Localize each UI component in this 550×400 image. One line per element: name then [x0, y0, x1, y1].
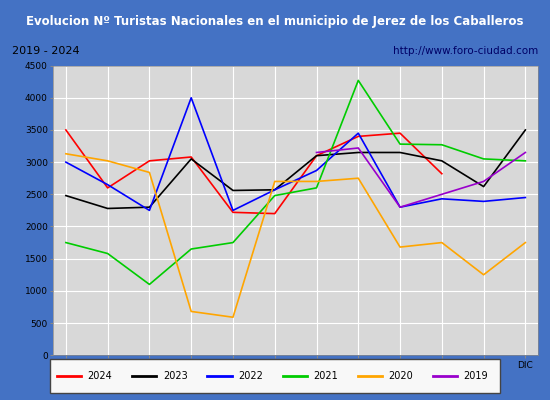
- Text: 2020: 2020: [388, 371, 413, 381]
- Text: Evolucion Nº Turistas Nacionales en el municipio de Jerez de los Caballeros: Evolucion Nº Turistas Nacionales en el m…: [26, 15, 524, 28]
- Text: 2019: 2019: [464, 371, 488, 381]
- Text: 2024: 2024: [87, 371, 112, 381]
- Text: 2019 - 2024: 2019 - 2024: [12, 46, 80, 56]
- Text: http://www.foro-ciudad.com: http://www.foro-ciudad.com: [393, 46, 538, 56]
- FancyBboxPatch shape: [50, 359, 501, 393]
- Text: 2023: 2023: [163, 371, 188, 381]
- Text: 2021: 2021: [313, 371, 338, 381]
- Text: 2022: 2022: [238, 371, 263, 381]
